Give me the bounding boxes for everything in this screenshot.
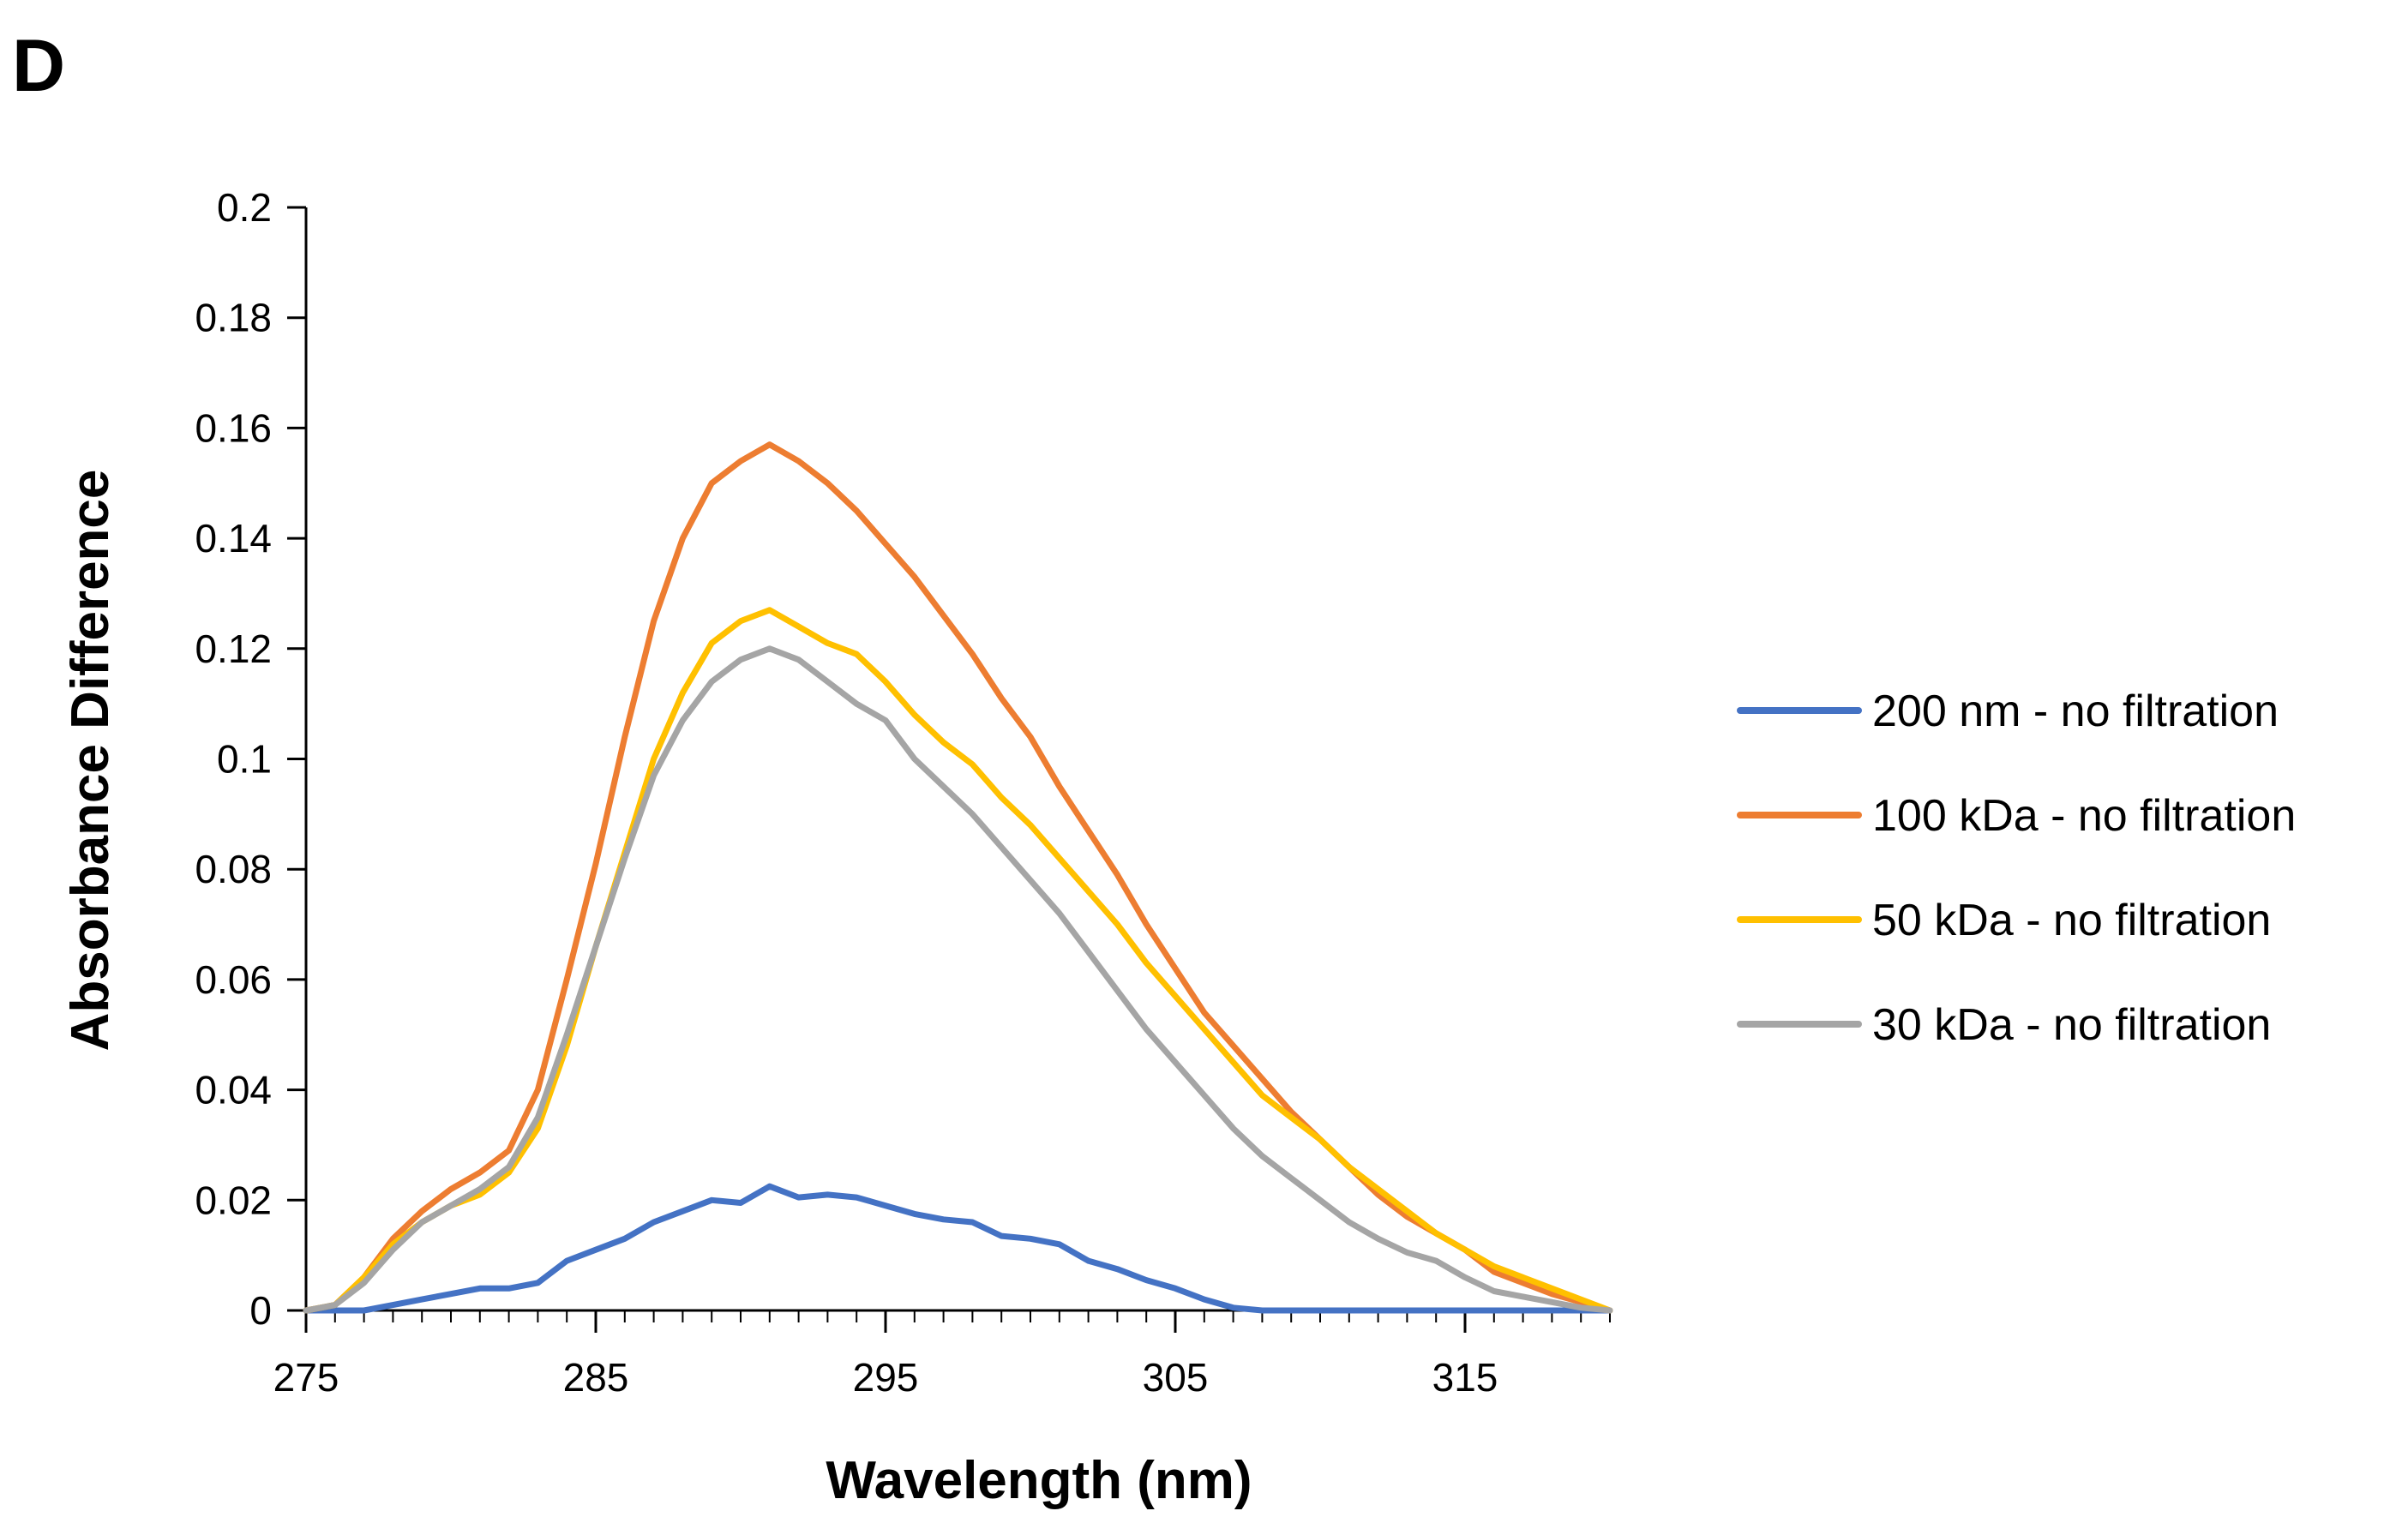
x-tick-label: 305 xyxy=(1143,1355,1209,1400)
x-tick-label: 315 xyxy=(1432,1355,1498,1400)
x-tick-label: 285 xyxy=(563,1355,629,1400)
y-tick-label: 0.04 xyxy=(195,1068,272,1112)
series-line-1 xyxy=(303,1183,1613,1314)
series-line-3 xyxy=(303,607,1613,1314)
series-line-2 xyxy=(303,441,1613,1314)
legend-label: 50 kDa - no filtration xyxy=(1872,896,2271,945)
x-axis: 275 285 295 305 315 xyxy=(273,1309,1611,1400)
plot-area: 00.020.040.060.080.10.120.140.160.180.2 … xyxy=(195,185,1613,1400)
y-tick-label: 0.16 xyxy=(195,405,272,450)
y-tick-label: 0.08 xyxy=(195,847,272,891)
legend-label: 100 kDa - no filtration xyxy=(1872,791,2296,841)
y-tick-label: 0.18 xyxy=(195,296,272,340)
x-tick-label: 295 xyxy=(853,1355,919,1400)
y-tick-label: 0.1 xyxy=(217,737,272,782)
y-tick-label: 0 xyxy=(249,1288,272,1333)
legend-item: 200 nm - no filtration xyxy=(1737,687,2279,736)
x-axis-title: Wavelength (nm) xyxy=(826,1451,1252,1510)
panel-label: D xyxy=(12,25,65,107)
x-tick-label: 275 xyxy=(273,1355,339,1400)
series-layer xyxy=(303,441,1613,1314)
legend-label: 200 nm - no filtration xyxy=(1872,687,2279,736)
y-axis-title: Absorbance Difference xyxy=(61,470,120,1052)
legend-item: 30 kDa - no filtration xyxy=(1737,1000,2271,1050)
y-tick-label: 0.02 xyxy=(195,1178,272,1222)
legend-item: 50 kDa - no filtration xyxy=(1737,896,2271,945)
legend-item: 100 kDa - no filtration xyxy=(1737,791,2296,841)
legend-label: 30 kDa - no filtration xyxy=(1872,1000,2271,1050)
y-tick-label: 0.06 xyxy=(195,957,272,1002)
y-tick-label: 0.12 xyxy=(195,627,272,671)
y-tick-label: 0.14 xyxy=(195,516,272,561)
y-axis: 0 0.02 0.04 0.06 0.08 0.1 0.12 0.14 0.16 0.18 0.2 xyxy=(195,185,308,1333)
y-tick-label: 0.2 xyxy=(217,185,272,230)
legend: 200 nm - no filtration 100 kDa - no filtr… xyxy=(1737,687,2296,1050)
series-line-4 xyxy=(303,645,1613,1314)
